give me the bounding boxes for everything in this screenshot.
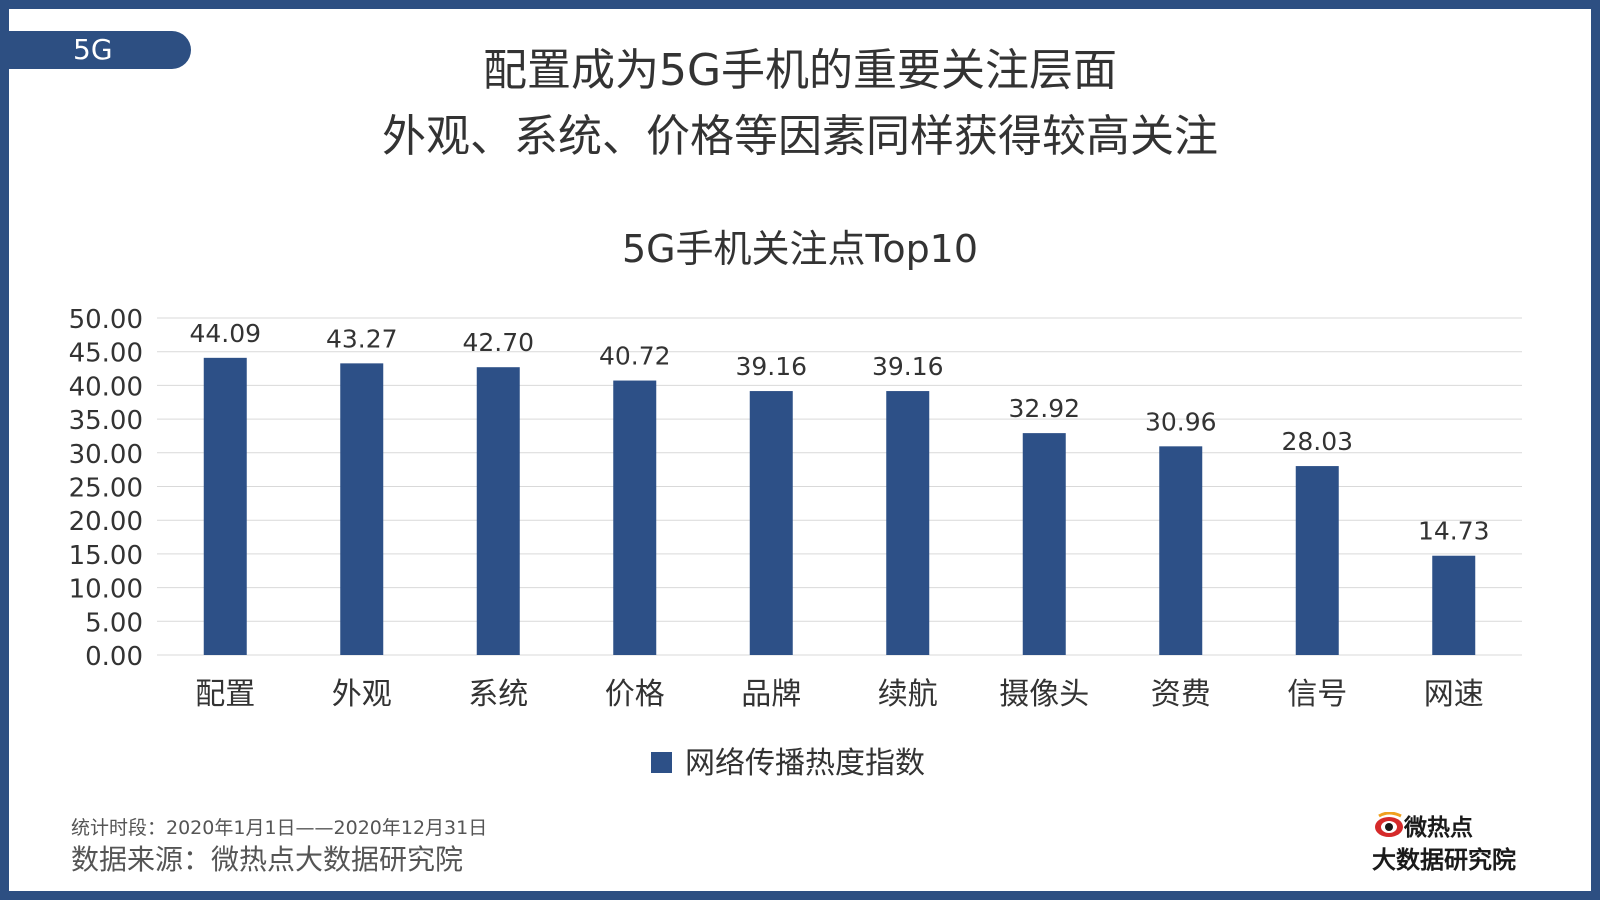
stat-period: 统计时段：2020年1月1日——2020年12月31日: [71, 817, 488, 839]
bar-value-label: 39.16: [872, 352, 944, 381]
chart-gridlines: [157, 317, 1522, 656]
bar: [613, 380, 657, 655]
bar-value-label: 43.27: [326, 324, 398, 353]
legend-label: 网络传播热度指数: [685, 746, 925, 781]
bar: [1295, 466, 1339, 655]
x-category-label: 续航: [878, 677, 938, 712]
bar: [1159, 446, 1203, 655]
bar: [749, 391, 793, 655]
x-category-label: 网速: [1424, 677, 1484, 712]
bar-value-label: 44.09: [189, 319, 261, 348]
page-title-line1: 配置成为5G手机的重要关注层面: [482, 45, 1118, 96]
y-tick-label: 35.00: [69, 406, 143, 436]
bar: [476, 367, 520, 655]
y-tick-label: 50.00: [69, 305, 143, 335]
chart-title: 5G手机关注点Top10: [622, 227, 978, 271]
bar: [1432, 555, 1476, 655]
bar-value-label: 28.03: [1281, 427, 1353, 456]
x-category-label: 信号: [1287, 677, 1347, 712]
x-axis-categories: 配置 外观 系统 价格 品牌 续航 摄像头 资费 信号 网速: [195, 677, 1484, 712]
logo: 微热点 大数据研究院: [1370, 808, 1545, 876]
bar: [886, 391, 930, 655]
x-category-label: 外观: [332, 677, 392, 712]
y-tick-label: 25.00: [69, 474, 143, 504]
bar-value-label: 42.70: [462, 328, 534, 357]
bar: [203, 357, 247, 655]
chart-bars: [203, 357, 1476, 655]
y-tick-label: 40.00: [69, 372, 143, 402]
bar: [1022, 433, 1066, 655]
page-title-line2: 外观、系统、价格等因素同样获得较高关注: [382, 111, 1218, 162]
bar-value-labels: 44.09 43.27 42.70 40.72 39.16 39.16 32.92 30.96…: [189, 319, 1489, 546]
x-category-label: 系统: [468, 677, 528, 712]
y-tick-label: 5.00: [85, 608, 143, 638]
logo-name-top: 微热点: [1404, 815, 1473, 841]
y-tick-label: 15.00: [69, 541, 143, 571]
x-category-label: 资费: [1151, 677, 1211, 712]
chart-legend: 网络传播热度指数: [651, 746, 925, 781]
y-tick-label: 10.00: [69, 575, 143, 605]
bar-value-label: 30.96: [1145, 407, 1217, 436]
x-category-label: 价格: [605, 677, 665, 712]
section-tag: 5G: [9, 31, 191, 69]
logo-eye-icon: [1375, 812, 1403, 837]
y-tick-label: 20.00: [69, 507, 143, 537]
bar-value-label: 39.16: [735, 352, 807, 381]
bar-value-label: 14.73: [1418, 517, 1490, 546]
y-tick-label: 0.00: [85, 642, 143, 672]
data-source: 数据来源：微热点大数据研究院: [71, 843, 464, 876]
x-category-label: 配置: [195, 677, 255, 712]
legend-swatch: [651, 752, 672, 773]
y-tick-label: 45.00: [69, 339, 143, 369]
x-category-label: 品牌: [741, 677, 801, 712]
bar-value-label: 40.72: [599, 342, 671, 371]
y-tick-label: 30.00: [69, 440, 143, 470]
logo-name-bottom: 大数据研究院: [1372, 846, 1516, 874]
x-category-label: 摄像头: [999, 677, 1089, 712]
bar-value-label: 32.92: [1008, 394, 1080, 423]
bar: [340, 363, 384, 655]
